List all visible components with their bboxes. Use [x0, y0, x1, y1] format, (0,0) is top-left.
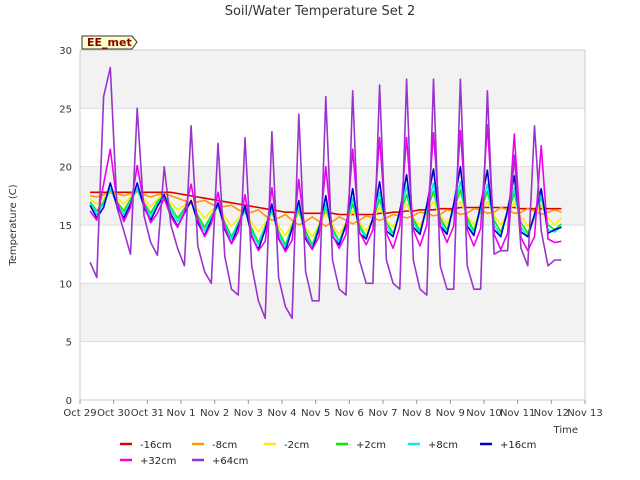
legend-label: -2cm [284, 440, 309, 451]
y-axis-ticks: 0 5 10 15 20 25 30 [59, 46, 72, 407]
x-tick-label: Nov 10 [466, 408, 501, 419]
legend-label: +32cm [140, 456, 176, 467]
plot-frame [79, 49, 586, 401]
legend-label: -16cm [140, 440, 172, 451]
legend-item: -8cm [192, 440, 237, 451]
x-tick-label: Nov 12 [534, 408, 569, 419]
x-tick-label: Oct 31 [131, 408, 164, 419]
x-tick-label: Nov 3 [234, 408, 263, 419]
y-tick-label: 5 [66, 338, 72, 349]
legend-label: -8cm [212, 440, 237, 451]
legend-item: +32cm [120, 456, 176, 467]
x-axis-ticks: Oct 29 Oct 30 Oct 31 Nov 1 Nov 2 Nov 3 Nov 4 No… [63, 400, 603, 419]
legend-item: +2cm [336, 440, 386, 451]
legend-label: +16cm [500, 440, 536, 451]
x-tick-label: Nov 6 [335, 408, 364, 419]
y-tick-label: 0 [66, 396, 72, 407]
legend-item: -2cm [264, 440, 309, 451]
legend-label: +2cm [356, 440, 386, 451]
legend-label: +8cm [428, 440, 458, 451]
legend-item: +64cm [192, 456, 248, 467]
legend: -16cm -8cm -2cm +2cm +8cm +16cm +32cm +64cm [120, 440, 536, 467]
x-tick-label: Nov 4 [267, 408, 296, 419]
x-tick-label: Nov 1 [166, 408, 195, 419]
y-tick-label: 15 [59, 221, 72, 232]
plot-band [80, 108, 585, 167]
x-tick-label: Nov 7 [368, 408, 397, 419]
legend-label: +64cm [212, 456, 248, 467]
x-tick-label: Nov 11 [500, 408, 535, 419]
plot-background [80, 50, 585, 400]
x-tick-label: Nov 9 [436, 408, 465, 419]
station-badge: EE_met [81, 35, 138, 50]
station-badge-label: EE_met [87, 36, 132, 49]
y-tick-label: 20 [59, 163, 72, 174]
x-tick-label: Nov 5 [301, 408, 330, 419]
series-line-+64cm [89, 66, 562, 320]
y-tick-label: 10 [59, 279, 72, 290]
y-tick-label: 30 [59, 46, 72, 57]
legend-item: +8cm [408, 440, 458, 451]
plot-band [80, 341, 585, 400]
chart-title: Soil/Water Temperature Set 2 [225, 4, 416, 19]
x-axis-title: Time [553, 425, 578, 436]
legend-item: -16cm [120, 440, 172, 451]
plot-band [80, 283, 585, 342]
x-tick-label: Nov 13 [567, 408, 602, 419]
plot-band [80, 50, 585, 109]
legend-item: +16cm [480, 440, 536, 451]
series-lines [89, 66, 562, 320]
x-tick-label: Nov 2 [200, 408, 229, 419]
y-axis-title: Temperature (C) [8, 184, 19, 266]
x-tick-label: Oct 29 [63, 408, 96, 419]
y-tick-label: 25 [59, 104, 72, 115]
x-tick-label: Nov 8 [402, 408, 431, 419]
x-tick-label: Oct 30 [97, 408, 130, 419]
